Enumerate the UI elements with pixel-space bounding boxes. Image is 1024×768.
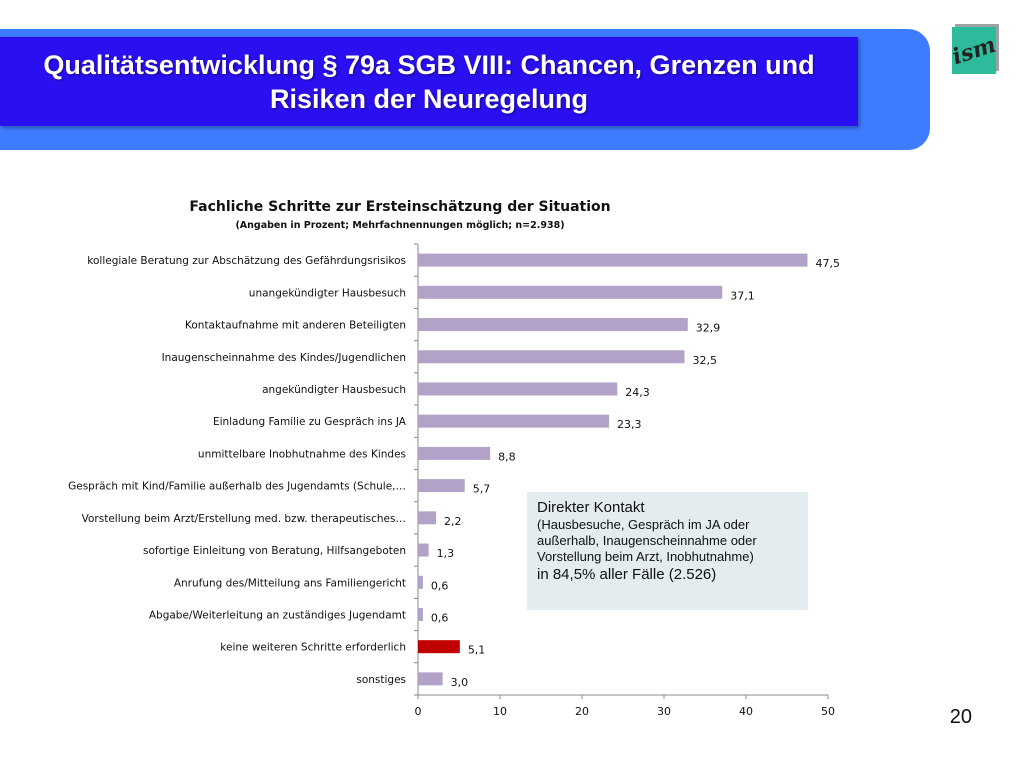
bar (418, 382, 618, 396)
category-label: kollegiale Beratung zur Abschätzung des … (87, 255, 406, 267)
chart-title: Fachliche Schritte zur Ersteinschätzung … (189, 199, 611, 215)
data-label: 32,9 (696, 322, 721, 335)
category-label: sofortige Einleitung von Beratung, Hilfs… (143, 545, 406, 557)
x-tick-label: 30 (657, 705, 671, 718)
data-label: 5,7 (473, 483, 491, 496)
bar (418, 318, 688, 332)
x-tick-label: 0 (415, 705, 422, 718)
ism-logo: ism (949, 24, 999, 74)
bar (418, 414, 610, 428)
bar (418, 446, 491, 460)
category-label: unangekündigter Hausbesuch (249, 287, 406, 299)
data-label: 2,2 (444, 515, 462, 528)
info-box-summary: in 84,5% aller Fälle (2.526) (537, 566, 717, 583)
bar (418, 511, 437, 525)
bar (418, 575, 423, 589)
category-label: sonstiges (356, 674, 406, 686)
category-label: Anrufung des/Mitteilung ans Familiengeri… (174, 577, 406, 589)
bar (418, 543, 429, 557)
category-label: angekündigter Hausbesuch (262, 384, 406, 396)
info-box-heading: Direkter Kontakt (537, 499, 645, 516)
bar (418, 640, 460, 654)
page-number: 20 (949, 706, 972, 728)
title-banner: Qualitätsentwicklung § 79a SGB VIII: Cha… (0, 37, 858, 126)
info-box: Direkter Kontakt (Hausbesuche, Gespräch … (527, 492, 808, 610)
data-label: 37,1 (730, 289, 755, 302)
x-tick-label: 50 (821, 705, 835, 718)
bar (418, 285, 723, 299)
data-label: 24,3 (625, 386, 650, 399)
category-label: Kontaktaufnahme mit anderen Beteiligten (185, 320, 406, 332)
data-label: 1,3 (437, 547, 455, 560)
data-label: 0,6 (431, 611, 449, 624)
category-label: unmittelbare Inobhutnahme des Kindes (198, 448, 406, 460)
data-label: 3,0 (451, 676, 469, 689)
data-label: 8,8 (498, 450, 516, 463)
data-label: 0,6 (431, 579, 449, 592)
category-label: Inaugenscheinnahme des Kindes/Jugendlich… (162, 352, 406, 364)
bar (418, 672, 443, 686)
x-tick-label: 20 (575, 705, 589, 718)
chart-subtitle: (Angaben in Prozent; Mehrfachnennungen m… (235, 220, 565, 231)
bar (418, 607, 423, 621)
bar (418, 350, 685, 364)
x-tick-label: 10 (493, 705, 507, 718)
category-label: keine weiteren Schritte erforderlich (220, 642, 406, 654)
data-label: 23,3 (617, 418, 642, 431)
category-label: Abgabe/Weiterleitung an zuständiges Juge… (149, 609, 406, 621)
slide-title: Qualitätsentwicklung § 79a SGB VIII: Cha… (43, 49, 815, 114)
data-label: 5,1 (468, 644, 486, 657)
info-box-detail: (Hausbesuche, Gespräch im JA oder außerh… (537, 517, 757, 564)
bar (418, 253, 808, 267)
category-label: Gespräch mit Kind/Familie außerhalb des … (68, 481, 406, 493)
data-label: 32,5 (693, 354, 718, 367)
category-label: Einladung Familie zu Gespräch ins JA (213, 416, 407, 428)
bar (418, 479, 465, 493)
x-tick-label: 40 (739, 705, 753, 718)
category-label: Vorstellung beim Arzt/Erstellung med. bz… (82, 513, 406, 525)
data-label: 47,5 (816, 257, 841, 270)
